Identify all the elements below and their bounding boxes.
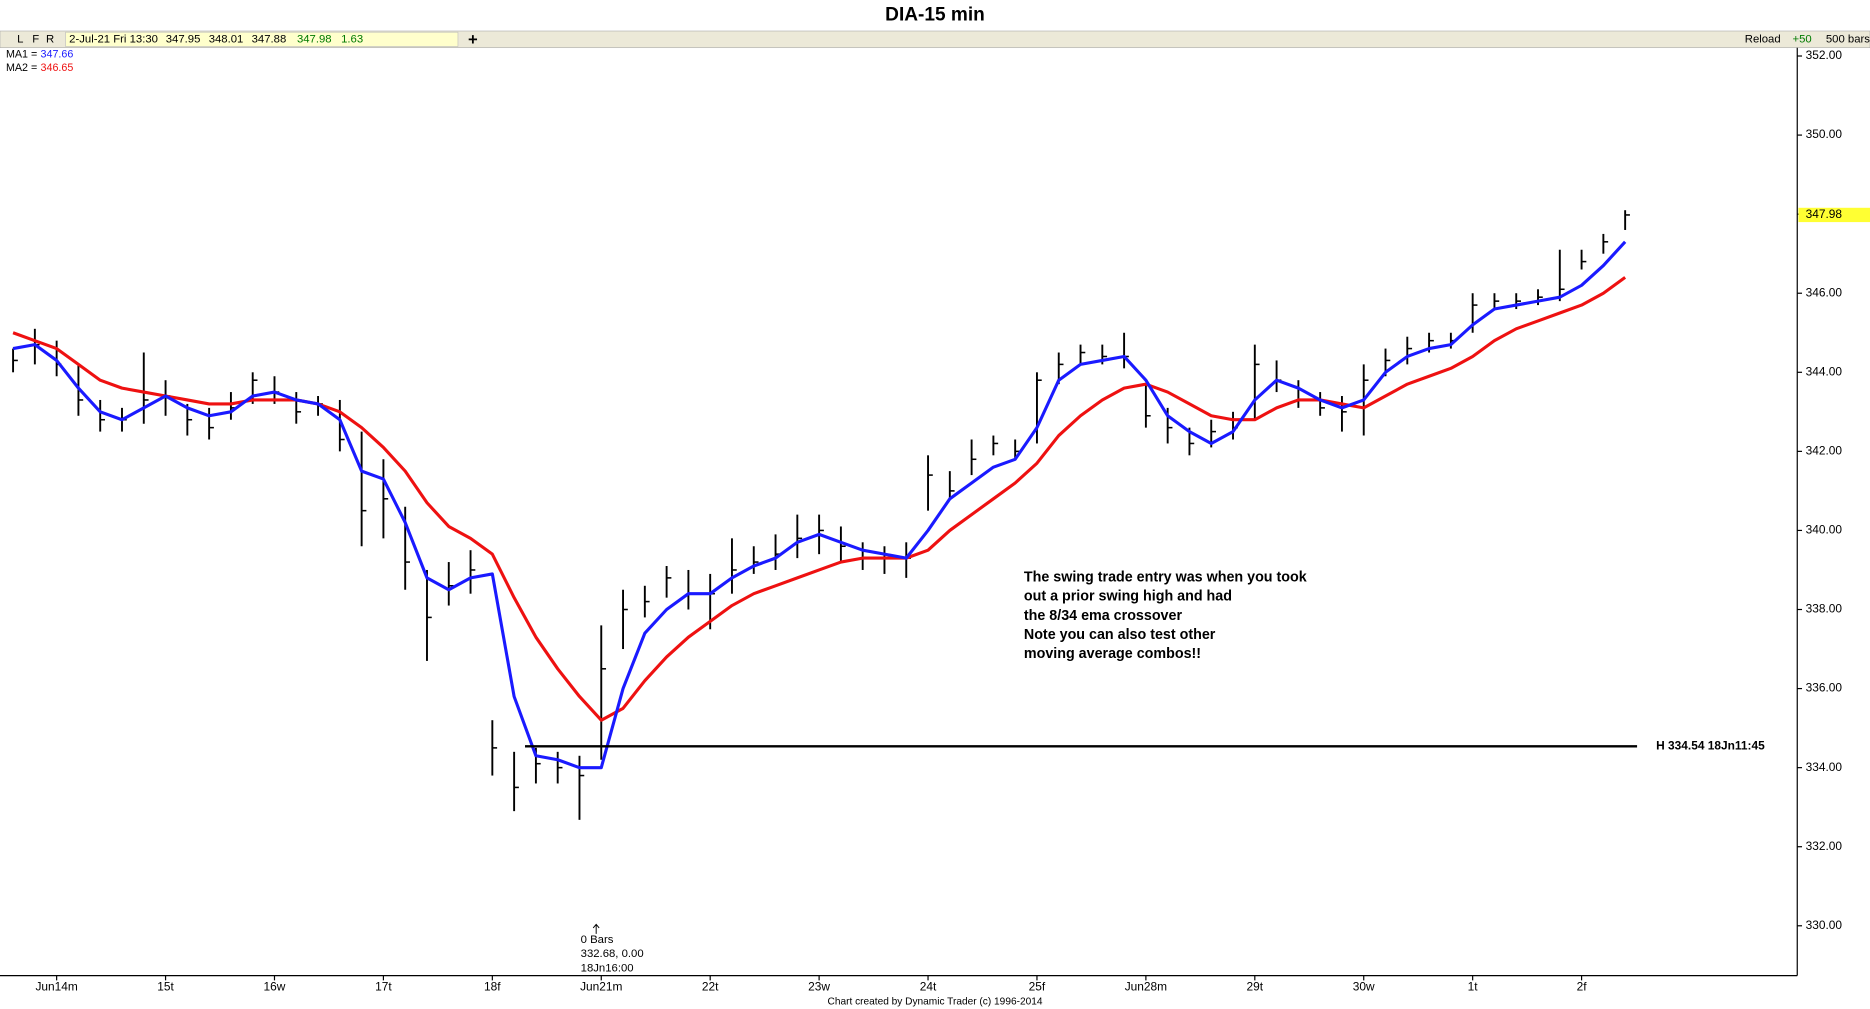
increment-button[interactable]: +50 [1792,33,1811,45]
toolbar-button[interactable]: L [17,33,23,45]
price-tag-bg [1798,207,1870,223]
marker-text: 18Jn16:00 [581,962,634,974]
x-tick-label: 15t [157,980,174,994]
readout-change: 1.63 [341,33,363,45]
y-tick-label: 350.00 [1806,127,1843,141]
marker-arrow [592,923,600,934]
legend-label: MA1 = [6,49,37,61]
y-tick-label: 336.00 [1806,681,1843,695]
ma-line [12,276,1627,722]
note-text: The swing trade entry was when you took [1024,570,1307,586]
marker-text: 332.68, 0.00 [581,948,644,960]
price-tag: 347.98 [1806,207,1843,221]
x-tick-label: Jun21m [580,980,622,994]
y-tick-label: 346.00 [1806,285,1843,299]
x-tick-label: 2f [1577,980,1588,994]
x-tick-label: Jun14m [35,980,77,994]
readout-field [65,31,459,47]
x-tick-label: 25f [1029,980,1046,994]
bars-count: 500 bars [1826,33,1870,45]
y-tick-label: 340.00 [1806,523,1843,537]
y-tick-label: 344.00 [1806,364,1843,378]
readout-open: 347.95 [166,33,201,45]
y-tick-label: 342.00 [1806,444,1843,458]
legend-label: MA2 = [6,62,37,74]
level-label: H 334.54 18Jn11:45 [1656,738,1765,752]
legend-value: 346.65 [41,62,74,74]
toolbar-button[interactable]: F [32,33,39,45]
marker-text: 0 Bars [581,934,614,946]
readout-low: 347.88 [252,33,287,45]
y-tick-label: 334.00 [1806,760,1843,774]
legend-value: 347.66 [41,49,74,61]
note-text: out a prior swing high and had [1024,589,1232,605]
x-tick-label: 30w [1353,980,1375,994]
x-tick-label: 16w [264,980,286,994]
reload-button[interactable]: Reload [1745,33,1781,45]
note-text: Note you can also test other [1024,627,1216,643]
note-text: moving average combos!! [1024,646,1201,662]
x-tick-label: 1t [1468,980,1479,994]
x-tick-label: 17t [375,980,392,994]
x-tick-label: 24t [920,980,937,994]
y-tick-label: 352.00 [1806,48,1843,62]
ma-line [12,240,1627,770]
toolbar: L F R 2-Jul-21 Fri 13:30 347.95 348.01 3… [0,30,1870,49]
x-tick-label: 23w [808,980,830,994]
footer: Chart created by Dynamic Trader (c) 1996… [828,997,1043,1008]
y-tick-label: 330.00 [1806,918,1843,932]
x-tick-label: 18f [484,980,501,994]
toolbar-bg [0,30,1870,49]
price-bars [12,210,1630,820]
y-tick-label: 332.00 [1806,839,1843,853]
x-tick-label: 29t [1247,980,1264,994]
y-tick-label: 338.00 [1806,602,1843,616]
chart-title: DIA-15 min [885,5,985,26]
x-tick-label: Jun28m [1125,980,1167,994]
add-button[interactable] [468,35,478,44]
readout-datetime: 2-Jul-21 Fri 13:30 [69,33,158,45]
note-text: the 8/34 ema crossover [1024,608,1183,624]
readout-close: 347.98 [297,33,332,45]
readout-high: 348.01 [209,33,244,45]
x-tick-label: 22t [702,980,719,994]
toolbar-button[interactable]: R [46,33,54,45]
